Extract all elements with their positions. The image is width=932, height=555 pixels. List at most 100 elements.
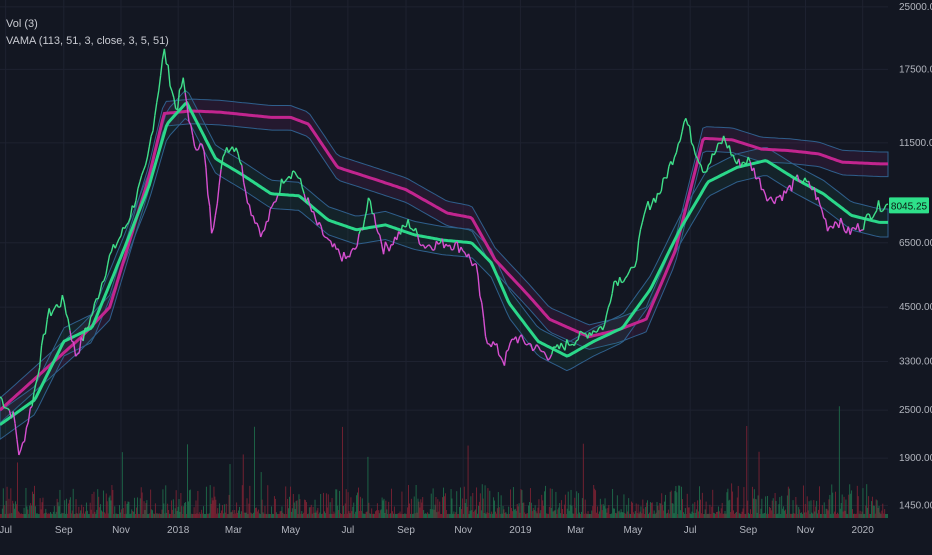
volume-bar: [847, 514, 848, 518]
volume-bar: [303, 513, 304, 518]
volume-bar: [631, 502, 632, 518]
volume-bar: [801, 512, 802, 518]
volume-bar: [848, 495, 849, 518]
price-segment: [384, 242, 386, 254]
volume-bar: [232, 510, 233, 518]
price-segment: [799, 182, 801, 183]
volume-bar: [262, 500, 263, 518]
volume-bar: [546, 513, 547, 518]
price-segment: [661, 178, 663, 191]
volume-bar: [107, 501, 108, 518]
volume-bar: [657, 506, 658, 518]
volume-bar: [278, 514, 279, 518]
volume-bar: [220, 513, 221, 518]
volume-bar: [202, 514, 203, 518]
volume-bar: [419, 508, 420, 518]
volume-bar: [36, 513, 37, 518]
volume-bar: [618, 511, 619, 518]
volume-bar: [475, 510, 476, 518]
volume-bar: [724, 514, 725, 518]
volume-bar: [681, 487, 682, 518]
volume-bar: [740, 514, 741, 518]
price-segment: [19, 450, 21, 455]
volume-bar: [768, 514, 769, 518]
volume-bar: [56, 512, 57, 518]
price-segment: [486, 337, 488, 344]
volume-bar: [160, 514, 161, 518]
volume-bar: [88, 514, 89, 518]
volume-bar: [184, 503, 185, 518]
volume-bar: [309, 507, 310, 518]
volume-bar: [480, 493, 481, 518]
volume-bar: [12, 501, 13, 518]
volume-bar: [330, 502, 331, 518]
volume-bar: [96, 510, 97, 518]
volume-bar: [366, 512, 367, 518]
legend-volume[interactable]: Vol (3): [6, 16, 169, 33]
volume-bar: [873, 505, 874, 518]
volume-bar: [335, 489, 336, 518]
volume-bar: [833, 514, 834, 518]
volume-bar: [73, 489, 74, 518]
volume-bar: [783, 506, 784, 518]
price-segment: [523, 340, 525, 344]
volume-bar: [494, 501, 495, 518]
volume-bar: [743, 508, 744, 518]
volume-bar: [766, 514, 767, 518]
volume-bar: [788, 487, 789, 518]
volume-bar: [463, 514, 464, 518]
volume-bar: [253, 513, 254, 518]
volume-bar: [340, 513, 341, 518]
volume-bar: [695, 513, 696, 518]
volume-bar: [268, 514, 269, 518]
volume-bar: [508, 507, 509, 518]
volume-bar: [301, 511, 302, 518]
price-segment: [686, 118, 688, 124]
volume-bar: [883, 514, 884, 518]
volume-bar: [748, 513, 749, 518]
volume-bar: [167, 504, 168, 518]
volume-bar: [777, 514, 778, 518]
volume-bar: [488, 513, 489, 518]
volume-bar: [650, 502, 651, 518]
volume-bar: [876, 499, 877, 518]
volume-bar: [34, 486, 35, 518]
volume-bar: [503, 506, 504, 518]
volume-bar: [49, 514, 50, 518]
volume-bar: [451, 489, 452, 518]
volume-bar: [51, 514, 52, 518]
volume-bar: [134, 498, 135, 518]
volume-bar: [803, 485, 804, 518]
volume-bar: [771, 510, 772, 518]
volume-bar: [64, 500, 65, 518]
volume-bar: [498, 492, 499, 518]
volume-bar: [414, 496, 415, 518]
volume-bar: [636, 503, 637, 518]
volume-bar: [794, 514, 795, 518]
volume-bar: [370, 514, 371, 518]
volume-bar: [109, 497, 110, 518]
volume-bar: [812, 514, 813, 518]
volume-bar: [799, 509, 800, 518]
volume-bar: [723, 514, 724, 518]
price-segment: [843, 224, 845, 231]
volume-bar: [349, 511, 350, 518]
price-segment: [179, 87, 181, 90]
legend-vama[interactable]: VAMA (113, 51, 3, close, 3, 5, 51): [6, 33, 169, 50]
volume-bar: [579, 512, 580, 518]
volume-bar: [316, 513, 317, 518]
volume-bar: [586, 513, 587, 518]
price-segment: [66, 314, 68, 319]
volume-bar: [189, 490, 190, 518]
volume-bar: [761, 499, 762, 518]
price-segment: [164, 49, 166, 64]
price-segment: [644, 208, 646, 215]
volume-bar: [584, 514, 585, 518]
volume-bar: [377, 503, 378, 518]
volume-bar: [632, 503, 633, 518]
volume-bar: [71, 514, 72, 518]
volume-bar: [860, 511, 861, 518]
volume-bar: [316, 511, 317, 518]
volume-bar: [266, 514, 267, 518]
